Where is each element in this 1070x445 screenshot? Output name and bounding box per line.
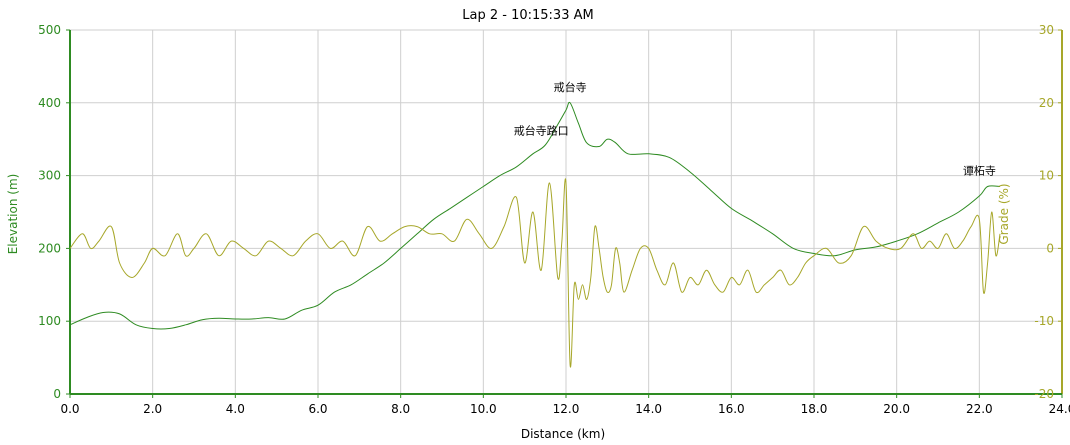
- chart-title: Lap 2 - 10:15:33 AM: [462, 8, 593, 23]
- axes: [66, 29, 1063, 398]
- y-right-tick-label: -10: [1034, 314, 1054, 328]
- tick-labels: 0.0 2.0 4.0 6.0 8.0 10.0 12.0 14.0 16.0 18.0 20.0 2…: [38, 23, 1070, 416]
- grade-series-line: [69, 178, 1001, 368]
- y-right-tick-label: 30: [1039, 23, 1054, 37]
- x-tick-label: 2.0: [143, 402, 162, 416]
- y-left-axis-label: Elevation (m): [6, 174, 20, 255]
- x-tick-label: 6.0: [308, 402, 327, 416]
- x-tick-label: 14.0: [635, 402, 662, 416]
- x-tick-label: 4.0: [226, 402, 245, 416]
- y-left-tick-label: 200: [38, 241, 61, 255]
- x-tick-label: 18.0: [801, 402, 828, 416]
- x-tick-label: 10.0: [470, 402, 497, 416]
- y-left-tick-label: 0: [53, 387, 61, 401]
- y-right-tick-label: 0: [1046, 241, 1054, 255]
- x-axis-label: Distance (km): [521, 427, 605, 441]
- x-tick-label: 20.0: [883, 402, 910, 416]
- data-series: [69, 101, 1001, 368]
- y-left-tick-label: 300: [38, 169, 61, 183]
- y-right-axis-label: Grade (%): [997, 183, 1011, 244]
- y-right-tick-label: -20: [1034, 387, 1054, 401]
- y-left-tick-label: 500: [38, 23, 61, 37]
- annotation-label: 戒台寺路口: [514, 123, 569, 137]
- x-tick-label: 0.0: [60, 402, 79, 416]
- annotation-label: 戒台寺: [554, 80, 587, 94]
- x-tick-label: 24.0: [1049, 402, 1070, 416]
- x-tick-label: 12.0: [553, 402, 580, 416]
- annotation-label: 谭柘寺: [963, 164, 996, 178]
- y-right-tick-label: 20: [1039, 96, 1054, 110]
- x-tick-label: 8.0: [391, 402, 410, 416]
- y-left-tick-label: 100: [38, 314, 61, 328]
- x-tick-label: 16.0: [718, 402, 745, 416]
- y-right-tick-label: 10: [1039, 169, 1054, 183]
- elevation-series-line: [69, 101, 1001, 330]
- y-left-tick-label: 400: [38, 96, 61, 110]
- x-tick-label: 22.0: [966, 402, 993, 416]
